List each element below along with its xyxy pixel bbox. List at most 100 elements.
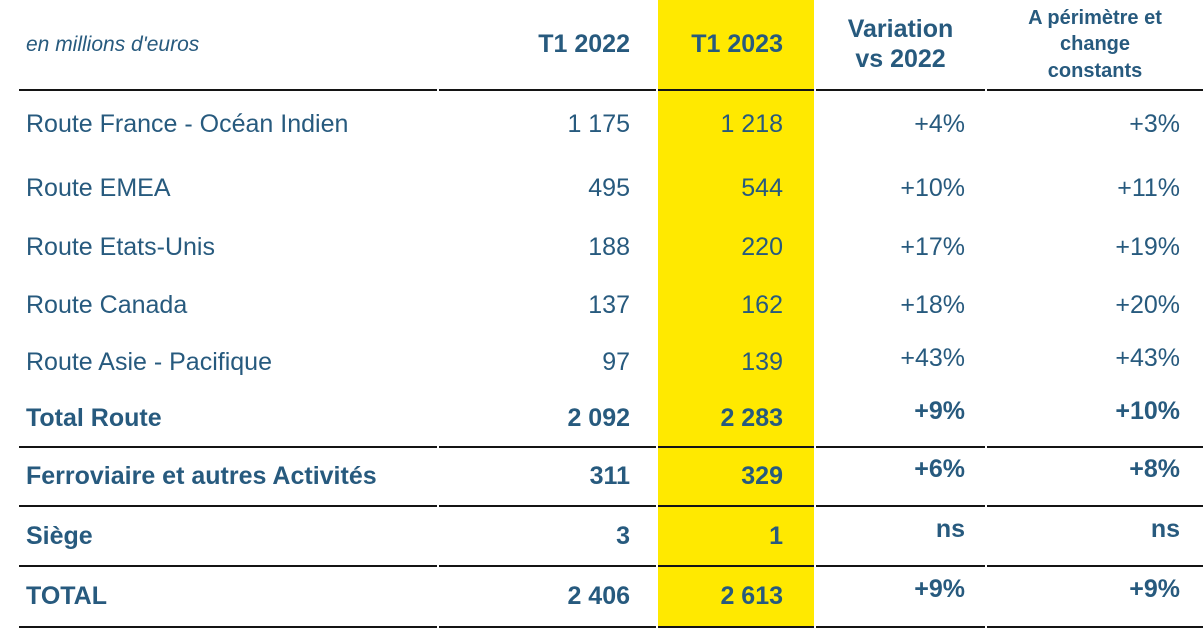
table-row: Ferroviaire et autres Activités 311 329 +6%… — [19, 448, 1203, 507]
column-header-t1-2023: T1 2023 — [658, 0, 814, 91]
table-row: Route Asie - Pacifique 97 139 +43% +43% — [19, 334, 1203, 390]
value-variation: +43% — [816, 334, 985, 390]
value-variation: +18% — [816, 276, 985, 334]
value-variation: ns — [816, 507, 985, 567]
value-t1-2022-text: 2 406 — [567, 582, 630, 610]
value-t1-2022-text: 188 — [588, 233, 630, 261]
value-t1-2022-text: 3 — [616, 521, 630, 550]
value-constant-text: +43% — [1115, 343, 1180, 372]
value-constant: +3% — [987, 91, 1203, 157]
value-constant: +43% — [987, 334, 1203, 390]
table-row: TOTAL 2 406 2 613 +9% +9% — [19, 567, 1203, 628]
value-t1-2022: 137 — [439, 276, 656, 334]
value-t1-2023: 1 218 — [658, 91, 814, 157]
table-body: Route France - Océan Indien 1 175 1 218 +4%… — [19, 91, 1203, 628]
t1-2023-highlight-column — [658, 0, 814, 628]
row-label-text: Route EMEA — [26, 173, 171, 202]
value-constant: +11% — [987, 157, 1203, 219]
value-constant: +9% — [987, 567, 1203, 628]
value-variation-text: +9% — [914, 575, 965, 603]
value-variation-text: +9% — [914, 396, 965, 425]
value-variation-text: ns — [935, 514, 965, 543]
column-header-variation: Variation vs 2022 — [816, 0, 985, 91]
value-t1-2023: 139 — [658, 334, 814, 390]
table-row: Route Canada 137 162 +18% +20% — [19, 276, 1203, 334]
value-t1-2022-text: 1 175 — [567, 109, 630, 138]
row-label: Total Route — [19, 390, 437, 448]
value-t1-2023-text: 1 218 — [720, 109, 783, 138]
value-t1-2022: 311 — [439, 448, 656, 507]
value-t1-2022: 2 092 — [439, 390, 656, 448]
value-t1-2023: 2 283 — [658, 390, 814, 448]
table-row: Total Route 2 092 2 283 +9% +10% — [19, 390, 1203, 448]
value-t1-2022-text: 311 — [589, 462, 630, 490]
value-t1-2022-text: 495 — [588, 173, 630, 202]
value-variation-text: +18% — [900, 290, 965, 319]
value-t1-2023: 162 — [658, 276, 814, 334]
value-constant: +8% — [987, 448, 1203, 507]
row-label-text: TOTAL — [26, 582, 108, 610]
value-t1-2023-text: 329 — [741, 462, 783, 490]
value-t1-2022: 495 — [439, 157, 656, 219]
column-header-t1-2022: T1 2022 — [439, 0, 656, 91]
row-label: Siège — [19, 507, 437, 567]
value-t1-2022: 2 406 — [439, 567, 656, 628]
value-variation: +9% — [816, 567, 985, 628]
value-t1-2023-text: 544 — [741, 173, 783, 202]
row-label-text: Siège — [26, 521, 93, 550]
value-variation-text: +4% — [914, 109, 965, 138]
value-variation-text: +17% — [900, 233, 965, 261]
row-label: Ferroviaire et autres Activités — [19, 448, 437, 507]
row-label-text: Total Route — [26, 403, 162, 432]
value-variation-text: +6% — [914, 455, 965, 483]
row-label-text: Ferroviaire et autres Activités — [26, 462, 377, 490]
value-variation: +9% — [816, 390, 985, 448]
row-label: TOTAL — [19, 567, 437, 628]
value-variation: +6% — [816, 448, 985, 507]
value-t1-2022: 188 — [439, 219, 656, 276]
value-t1-2023-text: 2 613 — [720, 582, 783, 610]
value-t1-2023: 329 — [658, 448, 814, 507]
row-label: Route Canada — [19, 276, 437, 334]
value-constant-text: +3% — [1129, 109, 1180, 138]
value-constant-text: ns — [1150, 514, 1180, 543]
value-constant: +20% — [987, 276, 1203, 334]
table-header-row: en millions d'euros T1 2022 T1 2023 Vari… — [19, 0, 1203, 91]
value-variation: +4% — [816, 91, 985, 157]
value-constant-text: +20% — [1115, 290, 1180, 319]
value-t1-2023-text: 2 283 — [720, 403, 783, 432]
unit-label: en millions d'euros — [19, 0, 437, 91]
value-constant-text: +19% — [1115, 233, 1180, 261]
row-label-text: Route Etats-Unis — [26, 233, 215, 261]
value-t1-2023: 2 613 — [658, 567, 814, 628]
row-label: Route Etats-Unis — [19, 219, 437, 276]
row-label: Route Asie - Pacifique — [19, 334, 437, 390]
value-constant: +19% — [987, 219, 1203, 276]
row-label-text: Route Canada — [26, 290, 188, 319]
value-t1-2023: 220 — [658, 219, 814, 276]
value-t1-2022: 3 — [439, 507, 656, 567]
value-t1-2023: 1 — [658, 507, 814, 567]
row-label-text: Route Asie - Pacifique — [26, 347, 272, 376]
value-constant-text: +10% — [1115, 396, 1180, 425]
row-label-text: Route France - Océan Indien — [26, 109, 349, 138]
table-row: Route Etats-Unis 188 220 +17% +19% — [19, 219, 1203, 276]
value-t1-2022-text: 137 — [588, 290, 630, 319]
value-t1-2023-text: 1 — [769, 521, 783, 550]
value-t1-2023: 544 — [658, 157, 814, 219]
value-t1-2022: 97 — [439, 334, 656, 390]
value-t1-2023-text: 139 — [741, 347, 783, 376]
value-variation-text: +43% — [900, 343, 965, 372]
value-variation: +17% — [816, 219, 985, 276]
value-t1-2023-text: 220 — [741, 233, 783, 261]
value-constant: +10% — [987, 390, 1203, 448]
column-header-constant-scope: A périmètre et change constants — [987, 0, 1203, 91]
value-t1-2023-text: 162 — [741, 290, 783, 319]
table-row: Siège 3 1 ns ns — [19, 507, 1203, 567]
table-row: Route France - Océan Indien 1 175 1 218 +4%… — [19, 91, 1203, 157]
row-label: Route France - Océan Indien — [19, 91, 437, 157]
value-t1-2022-text: 97 — [602, 347, 630, 376]
value-variation-text: +10% — [900, 173, 965, 202]
value-variation: +10% — [816, 157, 985, 219]
